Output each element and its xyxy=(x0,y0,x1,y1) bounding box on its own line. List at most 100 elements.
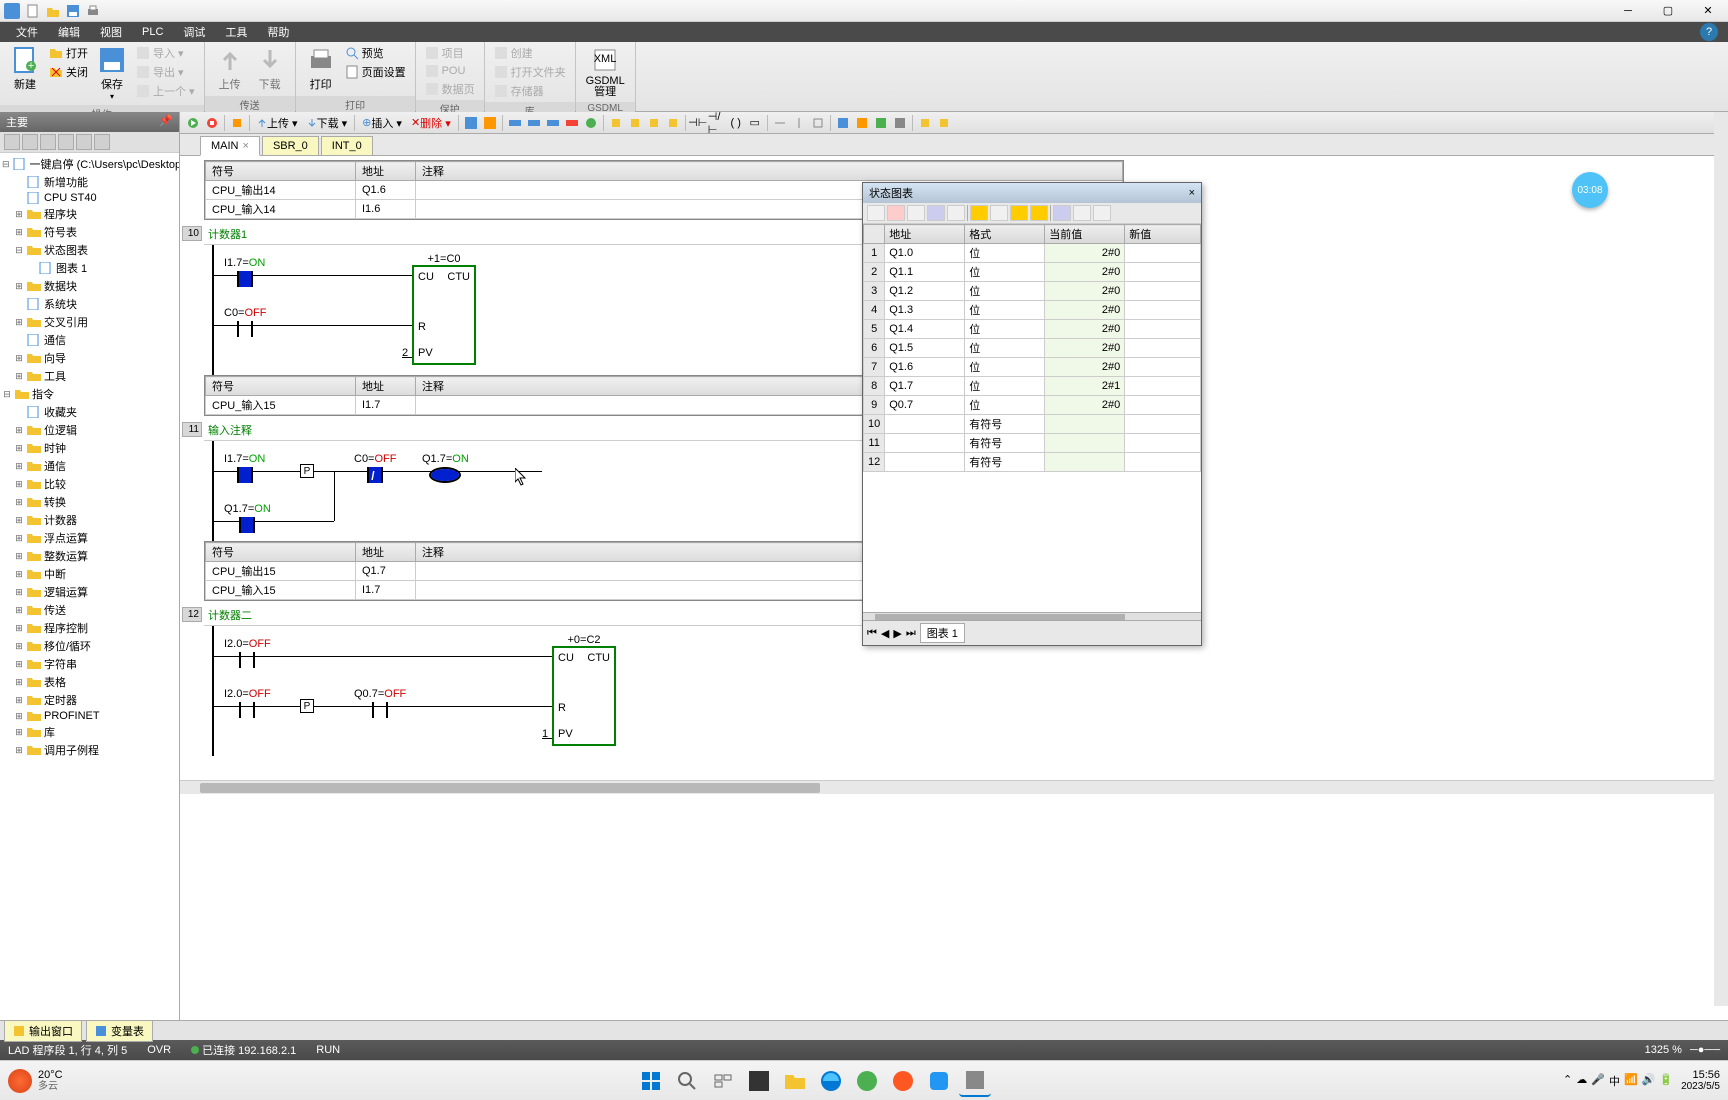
tree-node[interactable]: 图表 1 xyxy=(0,259,179,277)
status-row[interactable]: 4Q1.3位2#0 xyxy=(864,301,1201,320)
app-icon-3[interactable] xyxy=(887,1065,919,1097)
st-btn-6[interactable] xyxy=(970,205,988,221)
ribbon-gsdml-button[interactable]: XMLGSDML 管理 xyxy=(582,44,629,100)
sb-btn-1[interactable] xyxy=(4,134,20,150)
st-btn-3[interactable] xyxy=(907,205,925,221)
tree-node[interactable]: ⊞逻辑运算 xyxy=(0,583,179,601)
tray-mic-icon[interactable]: 🎤 xyxy=(1591,1073,1605,1089)
ribbon-prev-button[interactable]: 上一个 ▾ xyxy=(133,82,198,100)
tree-node[interactable]: ⊞表格 xyxy=(0,673,179,691)
tab-main[interactable]: MAIN× xyxy=(200,136,260,156)
menu-tools[interactable]: 工具 xyxy=(215,22,257,42)
tree-node[interactable]: ⊟指令 xyxy=(0,385,179,403)
status-table[interactable]: 地址 格式 当前值 新值 1Q1.0位2#02Q1.1位2#03Q1.2位2#0… xyxy=(863,224,1201,472)
menu-edit[interactable]: 编辑 xyxy=(48,22,90,42)
ribbon-open-button[interactable]: 打开 xyxy=(46,44,91,62)
tree-node[interactable]: ⊞符号表 xyxy=(0,223,179,241)
tb-m4-icon[interactable] xyxy=(891,114,909,132)
status-row[interactable]: 5Q1.4位2#0 xyxy=(864,320,1201,339)
nav-prev-icon[interactable]: ◀ xyxy=(881,627,889,640)
tb-w4-icon[interactable] xyxy=(563,114,581,132)
contact-q07[interactable]: Q0.7=OFF xyxy=(354,688,406,718)
tree-node[interactable]: 收藏夹 xyxy=(0,403,179,421)
sb-btn-4[interactable] xyxy=(58,134,74,150)
status-row[interactable]: 7Q1.6位2#0 xyxy=(864,358,1201,377)
st-btn-9[interactable] xyxy=(1030,205,1048,221)
tree-node[interactable]: ⊞比较 xyxy=(0,475,179,493)
tree-node[interactable]: ⊞位逻辑 xyxy=(0,421,179,439)
menu-help[interactable]: 帮助 xyxy=(257,22,299,42)
status-zoom[interactable]: 1325 % xyxy=(1645,1044,1682,1056)
tree-node[interactable]: ⊞时钟 xyxy=(0,439,179,457)
tree-node[interactable]: ⊞向导 xyxy=(0,349,179,367)
tray-ime-icon[interactable]: 中 xyxy=(1609,1073,1620,1089)
app-icon-5[interactable] xyxy=(959,1065,991,1097)
tree-node[interactable]: ⊞计数器 xyxy=(0,511,179,529)
tree-node[interactable]: ⊞中断 xyxy=(0,565,179,583)
app-icon-1[interactable] xyxy=(743,1065,775,1097)
tree-node[interactable]: ⊞定时器 xyxy=(0,691,179,709)
tb-x1-icon[interactable] xyxy=(916,114,934,132)
contact-i17[interactable]: I1.7=ON xyxy=(224,257,265,287)
st-btn-12[interactable] xyxy=(1093,205,1111,221)
status-row[interactable]: 6Q1.5位2#0 xyxy=(864,339,1201,358)
tree-node[interactable]: ⊞调用子例程 xyxy=(0,741,179,759)
tree-node[interactable]: ⊞浮点运算 xyxy=(0,529,179,547)
ribbon-export-button[interactable]: 导出 ▾ xyxy=(133,63,198,81)
compile-icon[interactable] xyxy=(228,114,246,132)
sidebar-pin-icon[interactable]: 📌 xyxy=(159,114,173,130)
stop-icon[interactable] xyxy=(203,114,221,132)
status-hscroll[interactable] xyxy=(863,612,1201,620)
menu-view[interactable]: 视图 xyxy=(90,22,132,42)
ribbon-import-button[interactable]: 导入 ▾ xyxy=(133,44,198,62)
contact-i20-2[interactable]: I2.0=OFF xyxy=(224,688,271,718)
status-row[interactable]: 8Q1.7位2#1 xyxy=(864,377,1201,396)
minimize-button[interactable]: ─ xyxy=(1608,0,1648,22)
tb-c2-icon[interactable]: ⊣/⊢ xyxy=(708,114,726,132)
ribbon-openfolder-button[interactable]: 打开文件夹 xyxy=(491,63,569,81)
zoom-slider[interactable]: ─●── xyxy=(1690,1044,1720,1056)
download-button[interactable]: 下载 ▾ xyxy=(303,114,352,132)
tb-h2-icon[interactable] xyxy=(790,114,808,132)
tree-node[interactable]: ⊞传送 xyxy=(0,601,179,619)
clock[interactable]: 15:56 2023/5/5 xyxy=(1681,1069,1720,1092)
tree-node[interactable]: ⊞工具 xyxy=(0,367,179,385)
bottom-tab-vars[interactable]: 变量表 xyxy=(86,1020,153,1042)
positive-edge-2[interactable]: P xyxy=(300,699,314,713)
st-btn-1[interactable] xyxy=(867,205,885,221)
tb-w2-icon[interactable] xyxy=(525,114,543,132)
tb-w5-icon[interactable] xyxy=(582,114,600,132)
ribbon-pagesetup-button[interactable]: 页面设置 xyxy=(342,63,409,81)
tray-volume-icon[interactable]: 🔊 xyxy=(1642,1073,1656,1089)
tree-node[interactable]: ⊞数据块 xyxy=(0,277,179,295)
hscrollbar[interactable] xyxy=(180,780,1728,794)
tray-battery-icon[interactable]: 🔋 xyxy=(1659,1073,1673,1089)
ribbon-pou-button[interactable]: POU xyxy=(422,63,478,79)
status-close-icon[interactable]: × xyxy=(1189,187,1195,199)
qat-print-icon[interactable] xyxy=(84,2,102,20)
status-titlebar[interactable]: 状态图表 × xyxy=(863,183,1201,203)
tb-m2-icon[interactable] xyxy=(853,114,871,132)
ribbon-save-button[interactable]: 保存▾ xyxy=(93,44,131,103)
status-row[interactable]: 3Q1.2位2#0 xyxy=(864,282,1201,301)
delete-button[interactable]: ✕删除 ▾ xyxy=(407,114,455,132)
qat-new-icon[interactable] xyxy=(24,2,42,20)
tree-node[interactable]: 通信 xyxy=(0,331,179,349)
vscrollbar[interactable] xyxy=(1714,112,1728,1006)
nav-first-icon[interactable]: ⏮ xyxy=(867,627,877,640)
st-btn-5[interactable] xyxy=(947,205,965,221)
status-row[interactable]: 11有符号 xyxy=(864,434,1201,453)
tray-chevron-icon[interactable]: ⌃ xyxy=(1563,1073,1572,1089)
st-btn-7[interactable] xyxy=(990,205,1008,221)
edge-icon[interactable] xyxy=(815,1065,847,1097)
bottom-tab-output[interactable]: 输出窗口 xyxy=(4,1020,82,1042)
qat-open-icon[interactable] xyxy=(44,2,62,20)
ribbon-download-button[interactable]: 下载 xyxy=(251,44,289,94)
tb-h1-icon[interactable] xyxy=(771,114,789,132)
tb-x2-icon[interactable] xyxy=(935,114,953,132)
status-row[interactable]: 12有符号 xyxy=(864,453,1201,472)
search-icon[interactable] xyxy=(671,1065,703,1097)
tray-wifi-icon[interactable]: 📶 xyxy=(1624,1073,1638,1089)
ribbon-preview-button[interactable]: 预览 xyxy=(342,44,409,62)
ribbon-memory-button[interactable]: 存储器 xyxy=(491,82,569,100)
